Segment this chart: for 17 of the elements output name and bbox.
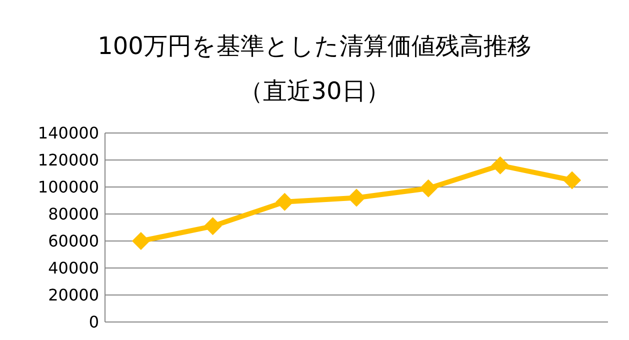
point (348, 188, 366, 207)
point (276, 192, 294, 211)
point (204, 217, 222, 236)
point (563, 171, 582, 190)
y-tick-label: 20000 (48, 286, 99, 304)
chart-title: 100万円を基準とした清算価値残高推移 (98, 32, 532, 60)
chart-subtitle: （直近30日） (239, 77, 390, 105)
point (491, 156, 510, 174)
y-tick-label: 120000 (38, 150, 99, 170)
y-tick-label: 80000 (48, 204, 99, 224)
y-tick-label: 0 (88, 312, 99, 332)
y-tick-label: 100000 (38, 178, 99, 196)
y-tick-label: 140000 (38, 124, 99, 142)
point (132, 232, 150, 250)
y-tick-label: 60000 (48, 232, 99, 250)
point (419, 179, 438, 198)
y-tick-label: 40000 (48, 258, 99, 278)
